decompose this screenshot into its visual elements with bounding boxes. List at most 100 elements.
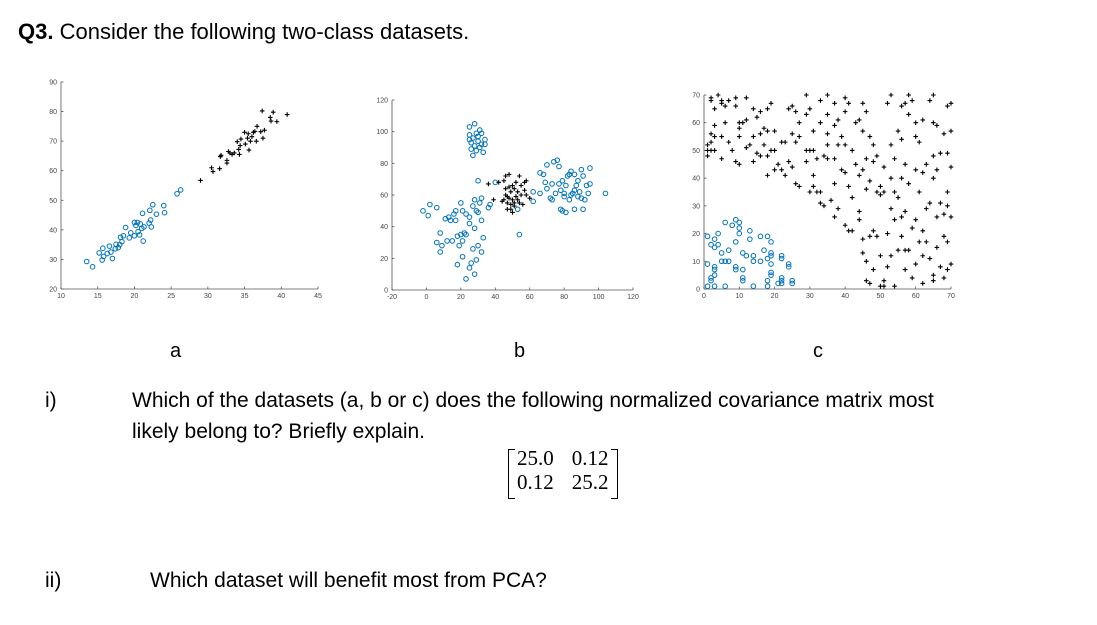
plus-point xyxy=(708,131,714,137)
plus-point xyxy=(527,195,533,201)
circle-point xyxy=(466,220,473,227)
plus-point xyxy=(758,131,763,137)
plus-point xyxy=(772,128,777,134)
plus-point xyxy=(899,137,904,142)
plus-point xyxy=(860,250,866,256)
plus-point xyxy=(218,153,224,158)
circle-point xyxy=(544,162,550,168)
plus-point xyxy=(888,175,894,181)
circle-point xyxy=(456,242,462,249)
plus-point xyxy=(892,189,897,195)
circle-point xyxy=(475,209,481,216)
plus-point xyxy=(747,142,753,148)
plus-point xyxy=(508,189,514,195)
circle-point xyxy=(785,264,792,270)
plus-point xyxy=(254,124,260,129)
plus-point xyxy=(938,264,943,270)
plus-point xyxy=(867,234,873,239)
plus-point xyxy=(892,156,897,162)
circle-point xyxy=(722,219,728,226)
plus-point xyxy=(842,109,848,114)
part-i-text-line1: Which of the datasets (a, b or c) does t… xyxy=(132,389,934,412)
circle-point xyxy=(131,219,138,226)
circle-point xyxy=(153,211,160,217)
plus-point xyxy=(708,98,714,103)
plus-point xyxy=(842,222,848,228)
circle-point xyxy=(420,208,426,214)
circle-point xyxy=(131,232,138,239)
y-tick-label: 50 xyxy=(49,198,57,205)
plus-point xyxy=(245,135,250,141)
x-tick-label: 20 xyxy=(457,294,465,301)
circle-point xyxy=(475,242,481,249)
circle-point xyxy=(120,232,127,239)
plus-point xyxy=(758,153,763,159)
circle-point xyxy=(89,264,96,270)
plus-point xyxy=(864,186,869,192)
plus-point xyxy=(811,184,816,189)
circle-point xyxy=(566,196,573,203)
plus-point xyxy=(510,210,515,215)
circle-point xyxy=(571,187,578,194)
plus-point xyxy=(860,128,866,134)
circle-point xyxy=(427,201,433,208)
circle-point xyxy=(476,200,483,206)
plus-point xyxy=(804,92,809,98)
circle-point xyxy=(433,204,440,211)
circle-point xyxy=(578,166,585,173)
plus-point xyxy=(849,228,855,234)
plus-point xyxy=(948,101,954,106)
plus-point xyxy=(510,183,515,188)
plus-point xyxy=(913,217,919,223)
left-bracket xyxy=(508,449,515,499)
plus-point xyxy=(895,247,901,253)
plus-point xyxy=(931,153,936,159)
plus-point xyxy=(786,159,791,164)
circle-point xyxy=(711,266,718,273)
plus-point xyxy=(513,180,519,185)
y-tick-label: 70 xyxy=(692,93,700,100)
plus-point xyxy=(238,136,244,142)
plot-label-a: a xyxy=(170,340,182,362)
plus-point xyxy=(758,109,763,114)
circle-point xyxy=(106,243,113,249)
plus-point xyxy=(744,145,749,150)
plus-point xyxy=(486,181,491,187)
plus-point xyxy=(899,214,904,220)
plus-point xyxy=(252,129,258,134)
circle-point xyxy=(732,216,739,223)
circle-point xyxy=(729,222,736,229)
plus-point xyxy=(846,101,851,106)
plus-point xyxy=(270,109,276,115)
circle-point xyxy=(778,252,785,259)
plus-point xyxy=(920,170,926,175)
circle-point xyxy=(725,258,732,265)
circle-point xyxy=(750,252,757,259)
plus-point xyxy=(832,181,837,186)
plus-point xyxy=(705,153,710,159)
circle-point xyxy=(768,239,774,245)
circle-point xyxy=(149,201,156,208)
plus-point xyxy=(523,192,529,198)
plus-point xyxy=(934,214,940,220)
circle-point xyxy=(750,283,757,290)
x-tick-label: 10 xyxy=(57,293,65,300)
circle-point xyxy=(580,173,586,179)
circle-point xyxy=(537,190,543,197)
plus-point xyxy=(508,206,514,212)
plus-point xyxy=(895,128,901,134)
plus-point xyxy=(262,127,267,133)
y-tick-label: 40 xyxy=(49,227,57,234)
circle-point xyxy=(473,257,480,263)
plus-point xyxy=(744,95,749,101)
circle-point xyxy=(580,206,586,213)
plus-point xyxy=(867,281,873,286)
plus-point xyxy=(515,197,520,203)
circle-point xyxy=(437,230,444,236)
plus-point xyxy=(821,203,827,209)
plus-point xyxy=(705,142,710,148)
plus-point xyxy=(245,131,251,137)
plus-point xyxy=(864,156,869,162)
